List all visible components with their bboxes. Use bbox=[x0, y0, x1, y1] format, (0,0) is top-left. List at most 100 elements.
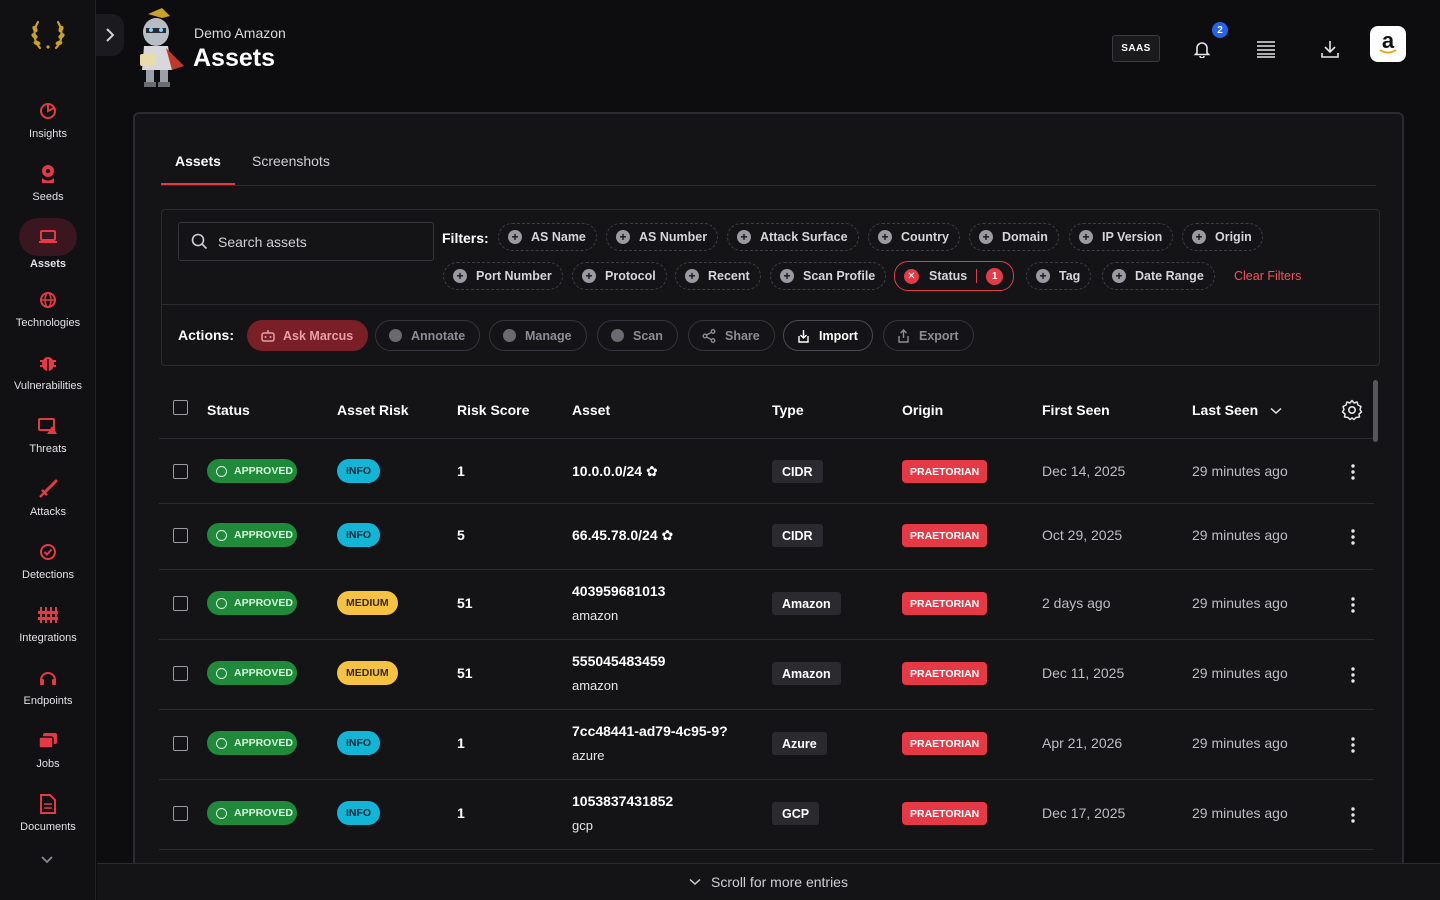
origin-badge: PRAETORIAN bbox=[902, 524, 988, 547]
plus-icon: + bbox=[780, 269, 794, 283]
row-menu-kebab-icon[interactable] bbox=[1349, 463, 1357, 481]
filter-chip-recent[interactable]: + Recent bbox=[675, 262, 761, 290]
row-checkbox[interactable] bbox=[173, 464, 188, 479]
column-header-origin[interactable]: Origin bbox=[902, 402, 944, 418]
filter-chip-scan-profile[interactable]: + Scan Profile bbox=[770, 262, 887, 290]
clear-filters-link[interactable]: Clear Filters bbox=[1234, 269, 1302, 283]
chip-label: Port Number bbox=[476, 269, 552, 283]
tab-screenshots[interactable]: Screenshots bbox=[252, 153, 330, 169]
row-menu-kebab-icon[interactable] bbox=[1349, 596, 1357, 614]
sidebar-item-technologies[interactable]: Technologies bbox=[0, 277, 96, 340]
asset-name[interactable]: 66.45.78.0/24 ✿ bbox=[572, 527, 673, 544]
sidebar-item-endpoints[interactable]: Endpoints bbox=[0, 655, 96, 718]
chevron-right-icon bbox=[106, 28, 115, 42]
table-row[interactable]: APPROVED INFO 1 10.0.0.0/24 ✿ CIDR PRAET… bbox=[159, 439, 1374, 503]
table-settings-gear-icon[interactable] bbox=[1341, 399, 1363, 426]
filter-chip-domain[interactable]: + Domain bbox=[969, 223, 1059, 251]
asset-text: 66.45.78.0/24 bbox=[572, 527, 658, 543]
export-button[interactable]: Export bbox=[883, 320, 974, 351]
chip-label: Tag bbox=[1059, 269, 1081, 283]
sidebar-nav: Insights Seeds Assets Technologies bbox=[0, 88, 96, 844]
sword-icon bbox=[19, 474, 77, 504]
share-icon bbox=[702, 328, 716, 343]
list-icon[interactable] bbox=[1251, 34, 1281, 64]
filter-chip-date-range[interactable]: + Date Range bbox=[1102, 262, 1215, 290]
filter-chip-country[interactable]: + Country bbox=[868, 223, 960, 251]
table-row[interactable]: APPROVED MEDIUM 51 555045483459 amazon A… bbox=[159, 640, 1374, 709]
asset-text: 10.0.0.0/24 bbox=[572, 463, 643, 479]
chevron-down-icon[interactable] bbox=[40, 852, 54, 868]
column-header-type[interactable]: Type bbox=[772, 402, 804, 418]
tab-assets[interactable]: Assets bbox=[175, 153, 221, 169]
seed-icon: ✿ bbox=[645, 463, 658, 479]
row-checkbox[interactable] bbox=[173, 596, 188, 611]
saas-badge[interactable]: SAAS bbox=[1112, 35, 1160, 62]
status-text: APPROVED bbox=[234, 529, 293, 541]
sidebar-item-documents[interactable]: Documents bbox=[0, 781, 96, 844]
column-header-asset-risk[interactable]: Asset Risk bbox=[337, 402, 409, 418]
filter-chip-status[interactable]: ✕ Status 1 bbox=[894, 261, 1015, 291]
risk-badge: INFO bbox=[337, 523, 381, 547]
sidebar-item-assets[interactable]: Assets bbox=[0, 214, 96, 277]
page-title: Assets bbox=[193, 44, 275, 72]
column-header-first-seen[interactable]: First Seen bbox=[1042, 402, 1110, 418]
table-scrollbar[interactable] bbox=[1373, 380, 1378, 442]
sidebar-expand-button[interactable] bbox=[96, 14, 124, 56]
sidebar-item-threats[interactable]: Threats bbox=[0, 403, 96, 466]
download-icon[interactable] bbox=[1315, 34, 1345, 64]
asset-name[interactable]: 7cc48441-ad79-4c95-9? bbox=[572, 723, 728, 739]
sidebar-item-detections[interactable]: Detections bbox=[0, 529, 96, 592]
column-header-asset[interactable]: Asset bbox=[572, 402, 611, 418]
remove-filter-icon[interactable]: ✕ bbox=[904, 268, 919, 284]
filter-count-badge: 1 bbox=[986, 267, 1004, 285]
filter-chip-port-number[interactable]: + Port Number bbox=[443, 262, 563, 290]
sidebar-item-attacks[interactable]: Attacks bbox=[0, 466, 96, 529]
row-menu-kebab-icon[interactable] bbox=[1349, 806, 1357, 824]
scan-button[interactable]: Scan bbox=[597, 320, 678, 351]
asset-name[interactable]: 403959681013 bbox=[572, 583, 666, 599]
search-input[interactable]: Search assets bbox=[178, 222, 434, 261]
sidebar-item-integrations[interactable]: Integrations bbox=[0, 592, 96, 655]
table-row[interactable]: APPROVED INFO 1 1053837431852 gcp GCP PR… bbox=[159, 780, 1374, 849]
row-checkbox[interactable] bbox=[173, 806, 188, 821]
filter-chip-as-number[interactable]: + AS Number bbox=[606, 223, 719, 251]
asset-name[interactable]: 555045483459 bbox=[572, 653, 666, 669]
row-menu-kebab-icon[interactable] bbox=[1349, 736, 1357, 754]
row-menu-kebab-icon[interactable] bbox=[1349, 528, 1357, 546]
table-row[interactable]: APPROVED INFO 5 66.45.78.0/24 ✿ CIDR PRA… bbox=[159, 504, 1374, 569]
table-row[interactable]: APPROVED MEDIUM 51 403959681013 amazon A… bbox=[159, 570, 1374, 639]
sidebar-item-jobs[interactable]: Jobs bbox=[0, 718, 96, 781]
sidebar-item-insights[interactable]: Insights bbox=[0, 88, 96, 151]
row-menu-kebab-icon[interactable] bbox=[1349, 666, 1357, 684]
column-header-risk-score[interactable]: Risk Score bbox=[457, 402, 530, 418]
bell-icon[interactable] bbox=[1187, 34, 1217, 64]
filter-chip-as-name[interactable]: + AS Name bbox=[498, 223, 597, 251]
amazon-account-avatar[interactable]: a bbox=[1370, 26, 1406, 62]
column-header-status[interactable]: Status bbox=[207, 402, 250, 418]
manage-button[interactable]: Manage bbox=[489, 320, 587, 351]
status-text: APPROVED bbox=[234, 737, 293, 749]
laurel-logo-icon[interactable] bbox=[28, 14, 68, 54]
asset-name[interactable]: 10.0.0.0/24 ✿ bbox=[572, 463, 658, 480]
row-checkbox[interactable] bbox=[173, 666, 188, 681]
filter-chip-ip-version[interactable]: + IP Version bbox=[1069, 223, 1174, 251]
filter-chip-origin[interactable]: + Origin bbox=[1182, 223, 1263, 251]
row-checkbox[interactable] bbox=[173, 736, 188, 751]
import-button[interactable]: Import bbox=[783, 320, 873, 351]
sidebar-item-seeds[interactable]: Seeds bbox=[0, 151, 96, 214]
annotate-button[interactable]: Annotate bbox=[375, 320, 481, 351]
sidebar-item-vulnerabilities[interactable]: Vulnerabilities bbox=[0, 340, 96, 403]
filter-chip-protocol[interactable]: + Protocol bbox=[572, 262, 667, 290]
type-badge: CIDR bbox=[772, 524, 823, 547]
scan-icon bbox=[611, 329, 624, 342]
scroll-more-footer[interactable]: Scroll for more entries bbox=[97, 863, 1440, 900]
column-header-last-seen[interactable]: Last Seen bbox=[1192, 402, 1282, 418]
share-button[interactable]: Share bbox=[688, 320, 775, 351]
table-row[interactable]: APPROVED INFO 1 7cc48441-ad79-4c95-9? az… bbox=[159, 710, 1374, 779]
filter-chip-attack-surface[interactable]: + Attack Surface bbox=[727, 223, 859, 251]
row-checkbox[interactable] bbox=[173, 528, 188, 543]
select-all-checkbox[interactable] bbox=[173, 400, 188, 415]
filter-chip-tag[interactable]: + Tag bbox=[1026, 262, 1092, 290]
asset-name[interactable]: 1053837431852 bbox=[572, 793, 674, 809]
ask-marcus-button[interactable]: Ask Marcus bbox=[247, 320, 369, 351]
